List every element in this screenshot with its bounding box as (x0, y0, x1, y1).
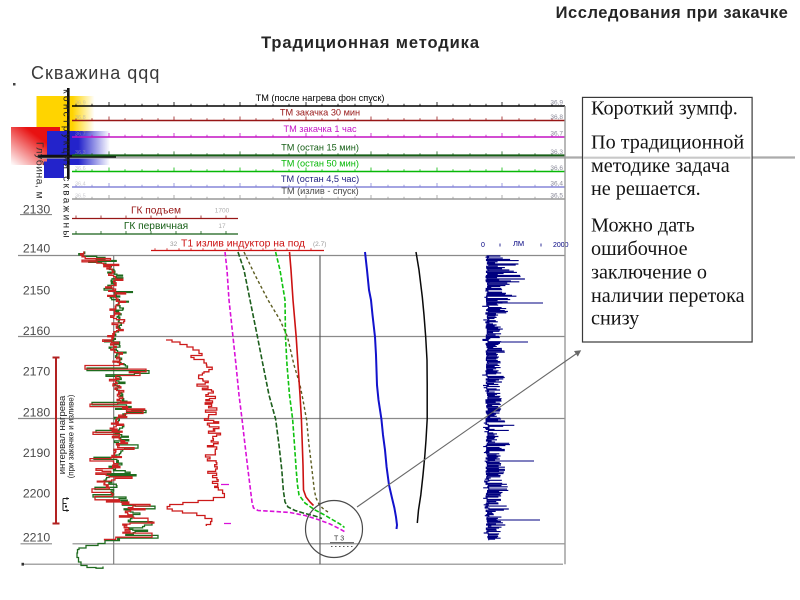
svg-text:Короткий зумпф.: Короткий зумпф. (591, 98, 738, 120)
svg-text:36,4: 36,4 (550, 181, 563, 188)
svg-text:36,3: 36,3 (550, 149, 563, 156)
svg-text:Т 3: Т 3 (334, 536, 344, 543)
svg-text:32: 32 (170, 241, 178, 248)
svg-text:2180: 2180 (23, 405, 51, 419)
svg-text:ГК подъем: ГК подъем (131, 206, 181, 217)
svg-text:2200: 2200 (23, 487, 51, 501)
svg-text:Можно дать: Можно дать (591, 215, 695, 237)
svg-text:36,6: 36,6 (75, 166, 86, 172)
svg-text:ТМ (излив - спуск): ТМ (излив - спуск) (281, 186, 358, 196)
svg-text:0: 0 (481, 242, 485, 249)
svg-text:(2.7): (2.7) (313, 241, 326, 248)
svg-text:ТМ (остан 50 мин): ТМ (остан 50 мин) (281, 159, 359, 169)
svg-text:17: 17 (218, 223, 226, 230)
svg-text:36,4: 36,4 (75, 182, 86, 188)
svg-text:2160: 2160 (23, 324, 51, 338)
svg-text:2170: 2170 (23, 365, 51, 379)
svg-text:2130: 2130 (23, 202, 51, 216)
svg-text:36,5: 36,5 (550, 193, 563, 200)
svg-text:Традиционная методика: Традиционная методика (261, 34, 480, 52)
svg-text:ошибочное: ошибочное (591, 238, 688, 260)
svg-text:конструкция скважины: конструкция скважины (61, 89, 72, 240)
svg-text:36,7: 36,7 (550, 131, 563, 138)
svg-text:Глубина, м: Глубина, м (34, 142, 46, 199)
svg-text:1700: 1700 (215, 208, 230, 215)
svg-text:ТМ закачка 1 час: ТМ закачка 1 час (283, 124, 356, 134)
svg-text:заключение о: заключение о (591, 262, 707, 284)
svg-text:36,8: 36,8 (75, 115, 86, 121)
svg-text:Исследования при закачке: Исследования при закачке (556, 4, 789, 22)
svg-text:ТМ (после нагрева фон спуск): ТМ (после нагрева фон спуск) (256, 93, 385, 103)
svg-text:2210: 2210 (23, 530, 51, 544)
svg-text:ТМ (остан 15 мин): ТМ (остан 15 мин) (281, 142, 359, 152)
svg-text:наличии перетока: наличии перетока (591, 285, 745, 307)
svg-text:36,9: 36,9 (550, 100, 563, 107)
svg-text:ТМ (остан 4,5 час): ТМ (остан 4,5 час) (281, 174, 359, 184)
svg-text:ЛМ: ЛМ (513, 239, 524, 248)
svg-text:36,9: 36,9 (75, 101, 86, 107)
svg-text:ТМ закачка 30 мин: ТМ закачка 30 мин (280, 108, 360, 118)
svg-text:Т1 излив индуктор на под: Т1 излив индуктор на под (181, 239, 305, 250)
svg-text:2000: 2000 (553, 242, 569, 249)
svg-text:36,7: 36,7 (75, 132, 86, 138)
svg-text:не решается.: не решается. (591, 178, 701, 200)
svg-text:По традиционной: По традиционной (591, 132, 744, 154)
svg-text:снизу: снизу (591, 308, 640, 330)
svg-text:36,8: 36,8 (550, 114, 563, 121)
svg-text:методике задача: методике задача (591, 155, 730, 177)
svg-text:36,6: 36,6 (550, 165, 563, 172)
svg-text:Скважина qqq: Скважина qqq (31, 63, 160, 83)
svg-text:2190: 2190 (23, 446, 51, 460)
svg-text:2140: 2140 (23, 242, 51, 256)
svg-text:2150: 2150 (23, 284, 51, 298)
svg-text:ГК первичная: ГК первичная (124, 221, 188, 232)
svg-text:36,3: 36,3 (75, 150, 86, 156)
svg-text:36,5: 36,5 (75, 194, 86, 200)
svg-text:(при закачке и изливе): (при закачке и изливе) (67, 394, 76, 478)
svg-text:интервал нагрева: интервал нагрева (57, 395, 68, 474)
